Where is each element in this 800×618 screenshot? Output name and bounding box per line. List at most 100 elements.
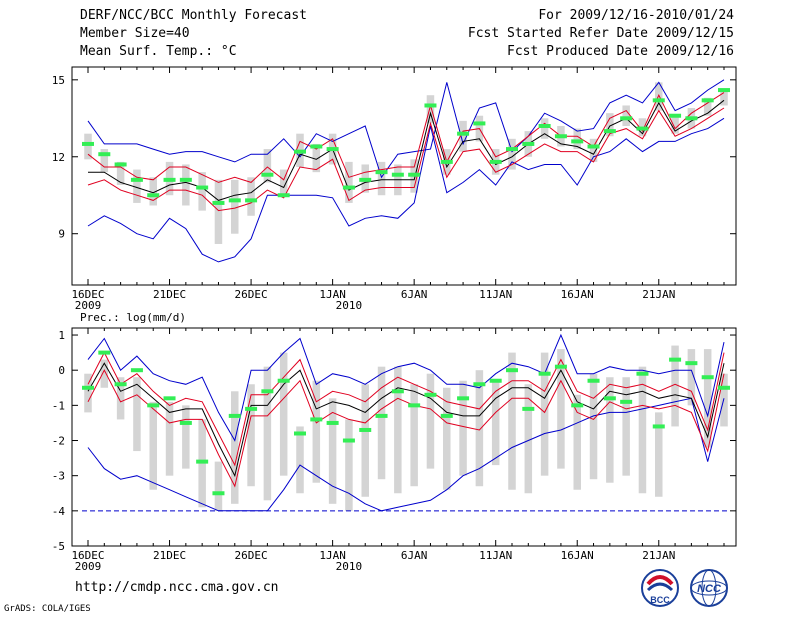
prec-box [622,377,630,476]
prec-box [606,377,614,483]
prec-box [703,349,712,448]
prec-box [687,349,696,406]
temp-box [263,149,272,183]
temp-mean-marker [82,141,94,146]
temp-mean-marker [98,152,111,157]
temp-upper-line [87,92,725,183]
prec-box [426,373,435,469]
prec-mean-marker [98,350,111,355]
prec-mean-marker [196,459,209,464]
prec-mean-marker [685,361,698,366]
ncc-logo: NCC [690,569,728,607]
prec-lower-line [87,369,725,488]
temp-box [279,169,288,196]
precipitation-chart: -5 -4 -3 -2 -1 0 1 16DEC 21DEC 26DEC 1JAN 6JAN 11JAN… [52,327,737,573]
temp-ytick-label: 9 [58,228,65,241]
prec-xtick-label: 11JAN [479,549,512,562]
prec-box [557,349,565,469]
temp-box [655,82,663,111]
prec-xtick-label: 1JAN [319,549,346,562]
temp-box [703,97,712,116]
prec-mean-marker [506,368,518,373]
temp-mean-marker [196,185,209,190]
prec-year-label: 2009 [75,560,102,573]
prec-mean-marker [669,357,682,362]
prec-box [410,384,418,487]
prec-ytick-label: 1 [58,329,65,342]
prec-mean-marker [424,392,437,397]
prec-mean-marker [538,371,551,376]
prec-box [247,384,255,487]
prec-mean-marker [620,399,633,404]
temp-mean-marker [228,198,241,203]
prec-mean-marker [408,403,421,408]
prec-mean-marker [228,413,241,418]
prec-mean-marker [571,403,584,408]
temp-frame [71,66,737,286]
temp-ytick-label: 12 [52,151,65,164]
prec-box [524,384,533,494]
prec-mean-marker [489,378,502,383]
temp-max-line [87,79,725,179]
temp-mean-marker [391,172,404,177]
temp-xtick-label: 21JAN [642,288,675,301]
temp-box [247,177,255,216]
prec-xtick-label: 26DEC [235,549,268,562]
prec-ytick-label: -3 [52,470,65,483]
prec-mean-marker [457,396,470,401]
prec-mean-marker [130,368,143,373]
temp-mean-marker [554,134,567,139]
prec-box [279,352,288,476]
member-size: Member Size=40 [80,26,190,41]
temp-mean-marker [294,149,306,154]
temp-mean-marker [718,88,730,93]
prec-mean-marker [391,389,404,394]
prec-box [671,345,679,427]
prec-box [116,377,125,420]
started-date: Fcst Started Refer Date 2009/12/15 [467,26,734,41]
prec-box [443,387,451,490]
prec-box [296,426,304,494]
logos: BCC NCC [641,569,728,607]
temp-box [198,172,206,211]
prec-box [231,391,239,504]
temp-mean-marker [587,144,600,149]
temp-mean-marker [424,103,437,108]
prec-box [345,419,353,511]
temp-xtick-label: 21DEC [153,288,186,301]
footer-url[interactable]: http://cmdp.ncc.cma.gov.cn [75,580,279,595]
temp-year-label: 2009 [75,299,102,312]
temp-box [540,118,549,139]
temp-box [720,90,728,106]
temp-box [116,161,125,185]
prec-mean-marker [212,491,225,496]
prec-box [182,405,190,469]
prec-mean-marker [342,438,355,443]
prec-mean-marker [636,371,649,376]
temp-box [345,161,353,203]
prec-frame [71,327,737,547]
prec-ytick-label: -4 [52,505,66,518]
prec-ytick-label: -1 [52,399,65,412]
prec-mean-marker [587,378,600,383]
prec-mean-marker [114,382,127,387]
chart-title: DERF/NCC/BCC Monthly Forecast [80,8,307,23]
temp-box [573,128,581,150]
temp-lower-line [87,107,725,212]
temp-mean-marker [212,200,225,205]
temp-mean-marker [326,147,339,152]
temp-xtick-label: 16DEC [71,288,104,301]
prec-mean-marker [440,413,453,418]
temp-xtick-label: 16JAN [561,288,594,301]
prec-box [508,352,516,490]
temp-mean-marker [163,177,176,182]
prec-mean-marker [326,420,339,425]
prec-mean-marker [245,406,258,411]
prec-mean-marker [652,424,665,429]
prec-box [214,461,223,511]
prec-mean-marker [473,382,486,387]
prec-box [540,352,549,476]
ncc-logo-text: NCC [697,583,722,595]
temp-mean-marker [359,177,372,182]
